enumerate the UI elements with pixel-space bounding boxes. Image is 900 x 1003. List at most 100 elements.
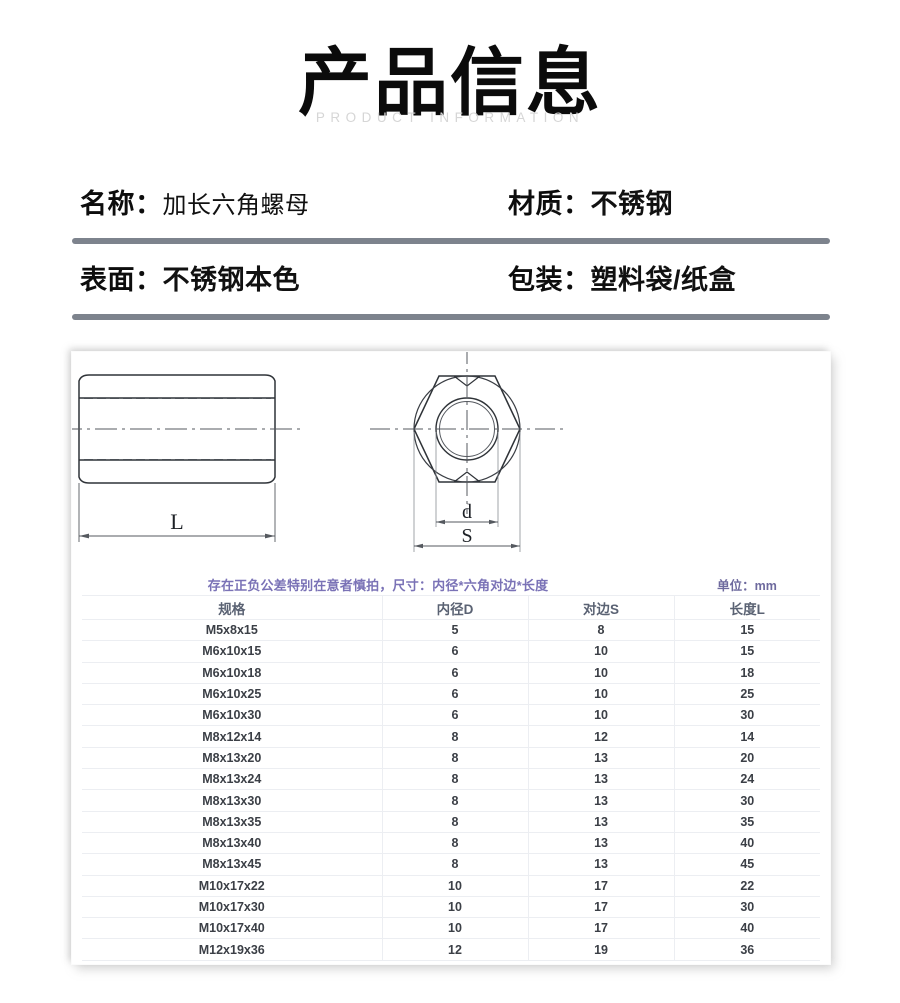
- info-label-name: 名称：: [80, 189, 163, 219]
- cell-length: 35: [674, 811, 821, 833]
- tolerance-note: 存在正负公差特别在意者慎拍，尺寸：内径*六角对边*长度: [207, 578, 549, 593]
- info-label-packaging: 包装：: [508, 265, 591, 295]
- cell-spec: M10x17x22: [82, 875, 383, 897]
- cell-across-flats: 13: [528, 768, 675, 791]
- cell-spec: M8x13x20: [82, 747, 383, 770]
- cell-across-flats: 13: [528, 747, 675, 770]
- cell-inner-diameter: 5: [382, 619, 529, 642]
- cell-across-flats: 12: [528, 725, 675, 748]
- dimension-d: [436, 519, 498, 525]
- column-header-length: 长度L: [674, 595, 821, 620]
- cell-spec: M8x12x14: [82, 725, 383, 748]
- table-row: M8x13x20 8 13 20: [82, 747, 821, 770]
- page-subtitle: PRODUCT INFORMATION: [315, 110, 585, 125]
- product-drawing-panel: L d S 存在正负公差特别在意者慎拍，尺寸：内径*六角对边*长度 单位：mm …: [60, 344, 830, 964]
- cell-across-flats: 10: [528, 662, 675, 684]
- cell-inner-diameter: 6: [382, 704, 529, 727]
- cell-length: 18: [674, 662, 821, 684]
- dimension-label-L: L: [170, 509, 183, 534]
- cell-across-flats: 17: [528, 917, 675, 940]
- cell-length: 40: [674, 832, 821, 855]
- table-row: M6x10x15 6 10 15: [82, 640, 821, 663]
- table-row: M6x10x18 6 10 18: [82, 662, 821, 684]
- cell-inner-diameter: 6: [382, 662, 529, 684]
- cell-length: 30: [674, 704, 821, 727]
- table-header-row: 规格 内径D 对边S 长度L: [82, 595, 821, 620]
- table-row: M6x10x25 6 10 25: [82, 683, 821, 706]
- table-row: M8x13x45 8 13 45: [82, 853, 821, 876]
- dimension-S: [414, 543, 520, 549]
- product-info-list: 名称： 加长六角螺母 材质： 不锈钢 表面： 不锈钢本色 包装： 塑料袋/纸盒: [72, 182, 830, 320]
- table-row: M8x13x30 8 13 30: [82, 789, 821, 812]
- info-field-surface: 表面： 不锈钢本色: [80, 258, 300, 297]
- specification-table: 存在正负公差特别在意者慎拍，尺寸：内径*六角对边*长度 单位：mm 规格 内径D…: [82, 574, 821, 961]
- cell-inner-diameter: 8: [382, 811, 529, 833]
- table-row: M8x13x24 8 13 24: [82, 768, 821, 791]
- info-value-packaging: 塑料袋/纸盒: [590, 265, 737, 295]
- cell-spec: M6x10x25: [82, 683, 383, 706]
- column-header-spec: 规格: [82, 595, 383, 620]
- cell-across-flats: 17: [528, 875, 675, 897]
- cell-length: 24: [674, 768, 821, 791]
- cell-across-flats: 13: [528, 832, 675, 855]
- table-row: M8x12x14 8 12 14: [82, 725, 821, 748]
- cell-spec: M6x10x18: [82, 662, 383, 684]
- cell-across-flats: 13: [528, 811, 675, 833]
- cell-length: 40: [674, 917, 821, 940]
- info-value-surface: 不锈钢本色: [162, 265, 300, 295]
- cell-inner-diameter: 10: [382, 875, 529, 897]
- divider-2: [72, 314, 830, 320]
- cell-spec: M10x17x40: [82, 917, 383, 940]
- cell-across-flats: 13: [528, 853, 675, 876]
- specification-table-body: 存在正负公差特别在意者慎拍，尺寸：内径*六角对边*长度 单位：mm 规格 内径D…: [82, 574, 821, 961]
- cell-spec: M8x13x30: [82, 789, 383, 812]
- column-header-across-flats: 对边S: [528, 595, 675, 620]
- cell-inner-diameter: 8: [382, 747, 529, 770]
- cell-across-flats: 10: [528, 683, 675, 706]
- cell-length: 36: [674, 938, 821, 961]
- table-row: M8x13x35 8 13 35: [82, 811, 821, 833]
- info-field-packaging: 包装： 塑料袋/纸盒: [508, 258, 736, 297]
- table-row: M10x17x40 10 17 40: [82, 917, 821, 940]
- table-unit-cell: 单位：mm: [674, 574, 821, 596]
- cell-length: 30: [674, 896, 821, 919]
- info-value-material: 不锈钢: [590, 189, 673, 219]
- info-row-2: 表面： 不锈钢本色 包装： 塑料袋/纸盒: [72, 258, 830, 314]
- cell-spec: M8x13x24: [82, 768, 383, 791]
- dimension-label-S: S: [461, 525, 472, 547]
- page-header: 产品信息 PRODUCT INFORMATION: [0, 41, 900, 126]
- end-view-body: [370, 344, 564, 552]
- dimension-label-d: d: [462, 501, 472, 523]
- table-row: M12x19x36 12 19 36: [82, 938, 821, 961]
- cell-inner-diameter: 10: [382, 896, 529, 919]
- cell-inner-diameter: 8: [382, 725, 529, 748]
- info-field-material: 材质： 不锈钢: [508, 182, 673, 221]
- cell-spec: M5x8x15: [82, 619, 383, 642]
- info-row-1: 名称： 加长六角螺母 材质： 不锈钢: [72, 182, 830, 238]
- cell-across-flats: 19: [528, 938, 675, 961]
- cell-across-flats: 13: [528, 789, 675, 812]
- table-row: M8x13x40 8 13 40: [82, 832, 821, 855]
- cell-spec: M8x13x40: [82, 832, 383, 855]
- cell-inner-diameter: 8: [382, 789, 529, 812]
- cell-inner-diameter: 12: [382, 938, 529, 961]
- cell-across-flats: 10: [528, 640, 675, 663]
- cell-length: 14: [674, 725, 821, 748]
- cell-spec: M6x10x30: [82, 704, 383, 727]
- cell-inner-diameter: 8: [382, 853, 529, 876]
- page-title: 产品信息: [298, 41, 602, 124]
- cell-spec: M12x19x36: [82, 938, 383, 961]
- cell-across-flats: 8: [528, 619, 675, 642]
- cell-length: 22: [674, 875, 821, 897]
- cell-spec: M8x13x35: [82, 811, 383, 833]
- dimension-L: [78, 483, 276, 542]
- cell-inner-diameter: 8: [382, 832, 529, 855]
- cell-inner-diameter: 6: [382, 640, 529, 663]
- info-field-name: 名称： 加长六角螺母: [80, 182, 310, 221]
- column-header-inner-diameter: 内径D: [382, 595, 529, 620]
- cell-inner-diameter: 10: [382, 917, 529, 940]
- cell-across-flats: 10: [528, 704, 675, 727]
- cell-length: 25: [674, 683, 821, 706]
- cell-length: 30: [674, 789, 821, 812]
- info-label-material: 材质：: [508, 189, 591, 219]
